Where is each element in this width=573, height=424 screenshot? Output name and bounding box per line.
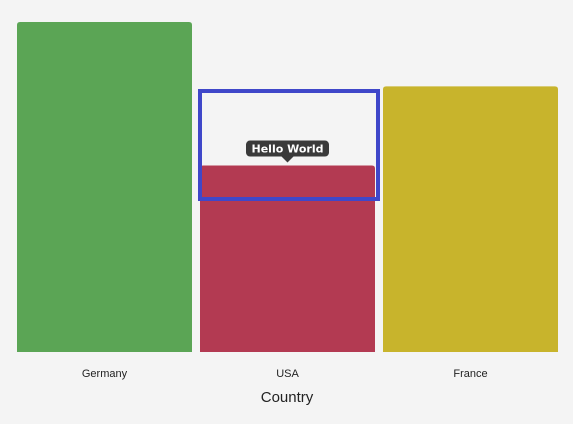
bar-france[interactable] [383, 86, 558, 352]
x-tick-label-germany: Germany [82, 368, 128, 380]
x-tick-label-france: France [453, 368, 487, 380]
x-axis-ticks: Germany USA France [82, 368, 488, 380]
bar-germany[interactable] [17, 22, 192, 352]
tooltip-text: Hello World [252, 143, 324, 156]
bar-usa[interactable] [200, 165, 375, 352]
bars-layer [17, 22, 558, 352]
x-tick-label-usa: USA [276, 368, 299, 380]
tooltip-arrow [281, 156, 294, 163]
highlight-box [198, 89, 380, 201]
tooltip: Hello World [246, 140, 329, 163]
tooltip-background [246, 140, 329, 157]
x-axis-title: Country [261, 389, 314, 406]
